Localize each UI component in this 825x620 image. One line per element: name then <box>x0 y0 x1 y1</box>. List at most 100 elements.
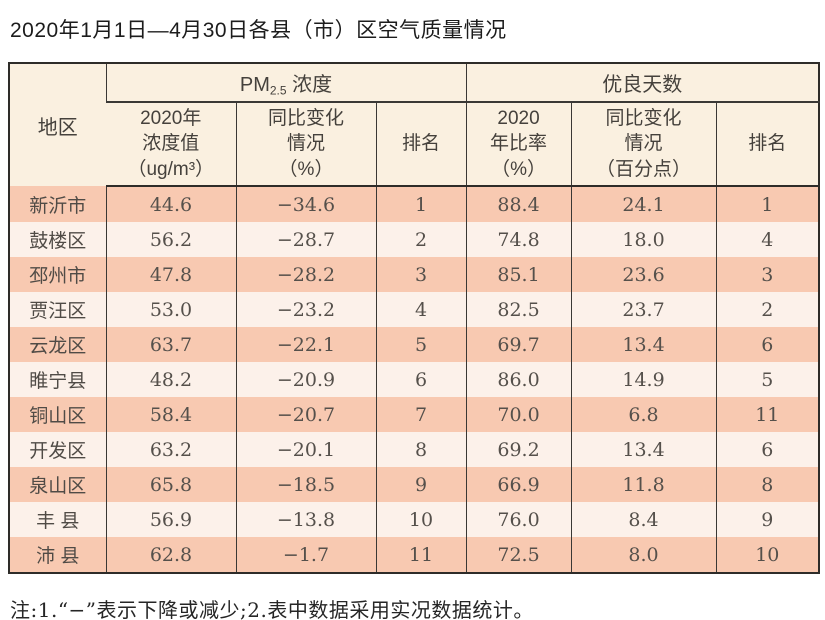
air-quality-table: 地区 PM2.5 浓度 优良天数 2020年 浓度值 （ug/m³） 同比变化 … <box>8 62 821 574</box>
header-pm25-group: PM2.5 浓度 <box>105 63 467 103</box>
pm-rank-cell: 9 <box>375 467 467 502</box>
good-rank-cell: 2 <box>715 292 820 327</box>
region-cell: 泉山区 <box>9 467 106 502</box>
pm-value-cell: 65.8 <box>105 467 236 502</box>
table-header: 地区 PM2.5 浓度 优良天数 2020年 浓度值 （ug/m³） 同比变化 … <box>9 63 820 187</box>
good-change-cell: 14.9 <box>570 362 717 397</box>
table-row: 新沂市 44.6 −34.6 1 88.4 24.1 1 <box>9 186 820 222</box>
pm-rank-cell: 10 <box>375 502 467 537</box>
pm-value-cell: 47.8 <box>105 257 236 292</box>
region-cell: 沛 县 <box>9 537 106 573</box>
good-rate-cell: 69.7 <box>465 327 572 362</box>
good-rate-cell: 86.0 <box>465 362 572 397</box>
region-cell: 贾汪区 <box>9 292 106 327</box>
region-cell: 邳州市 <box>9 257 106 292</box>
pm-value-cell: 53.0 <box>105 292 236 327</box>
good-rank-cell: 6 <box>715 432 820 467</box>
header-pm-value: 2020年 浓度值 （ug/m³） <box>106 102 236 187</box>
good-rate-cell: 70.0 <box>465 397 572 432</box>
pm-rank-cell: 2 <box>375 222 467 257</box>
pm-rank-cell: 6 <box>375 362 467 397</box>
good-rate-cell: 74.8 <box>465 222 572 257</box>
header-region: 地区 <box>9 63 106 186</box>
pm-value-cell: 62.8 <box>105 537 236 573</box>
good-rank-cell: 1 <box>715 186 820 222</box>
good-rate-cell: 72.5 <box>465 537 572 573</box>
pm-change-cell: −28.2 <box>235 257 376 292</box>
good-change-cell: 6.8 <box>570 397 717 432</box>
pm25-subscript: 2.5 <box>269 83 287 98</box>
header-pm-change: 同比变化 情况 （%） <box>235 102 376 187</box>
pm-value-cell: 48.2 <box>105 362 236 397</box>
good-rate-cell: 82.5 <box>465 292 572 327</box>
sub-header-row: 2020年 浓度值 （ug/m³） 同比变化 情况 （%） 排名 2020 年比… <box>9 102 820 187</box>
good-rate-cell: 66.9 <box>465 467 572 502</box>
pm-value-cell: 63.7 <box>105 327 236 362</box>
pm-value-cell: 58.4 <box>105 397 236 432</box>
region-cell: 云龙区 <box>9 327 106 362</box>
good-change-cell: 23.6 <box>570 257 717 292</box>
good-rate-cell: 76.0 <box>465 502 572 537</box>
good-rank-cell: 11 <box>715 397 820 432</box>
footnote: 注:1.“−”表示下降或减少;2.表中数据采用实况数据统计。 <box>10 598 534 620</box>
good-rank-cell: 3 <box>715 257 820 292</box>
header-good-change: 同比变化 情况 （百分点） <box>570 102 717 187</box>
table-row: 贾汪区 53.0 −23.2 4 82.5 23.7 2 <box>9 292 820 327</box>
pm-value-cell: 63.2 <box>105 432 236 467</box>
pm-change-cell: −20.1 <box>235 432 376 467</box>
region-cell: 鼓楼区 <box>9 222 106 257</box>
pm-change-cell: −22.1 <box>235 327 376 362</box>
pm-rank-cell: 3 <box>375 257 467 292</box>
pm-rank-cell: 5 <box>375 327 467 362</box>
pm-rank-cell: 1 <box>375 186 467 222</box>
pm-rank-cell: 11 <box>375 537 467 573</box>
table-row: 鼓楼区 56.2 −28.7 2 74.8 18.0 4 <box>9 222 820 257</box>
header-good-days-group: 优良天数 <box>465 63 820 103</box>
good-rank-cell: 10 <box>715 537 820 573</box>
region-cell: 睢宁县 <box>9 362 106 397</box>
header-good-rate: 2020 年比率 （%） <box>465 102 572 187</box>
table-row: 睢宁县 48.2 −20.9 6 86.0 14.9 5 <box>9 362 820 397</box>
good-change-cell: 13.4 <box>570 432 717 467</box>
good-change-cell: 23.7 <box>570 292 717 327</box>
table-row: 邳州市 47.8 −28.2 3 85.1 23.6 3 <box>9 257 820 292</box>
header-good-rank: 排名 <box>715 102 820 187</box>
pm-change-cell: −20.7 <box>235 397 376 432</box>
region-cell: 丰 县 <box>9 502 106 537</box>
header-pm-rank: 排名 <box>375 102 467 187</box>
pm-value-cell: 56.2 <box>105 222 236 257</box>
pm25-suffix: 浓度 <box>286 73 333 96</box>
good-change-cell: 18.0 <box>570 222 717 257</box>
pm-change-cell: −20.9 <box>235 362 376 397</box>
region-cell: 新沂市 <box>9 186 106 222</box>
good-rank-cell: 4 <box>715 222 820 257</box>
good-change-cell: 24.1 <box>570 186 717 222</box>
pm-value-cell: 56.9 <box>105 502 236 537</box>
pm-rank-cell: 8 <box>375 432 467 467</box>
table-row: 沛 县 62.8 −1.7 11 72.5 8.0 10 <box>9 537 820 573</box>
table-body: 新沂市 44.6 −34.6 1 88.4 24.1 1 鼓楼区 56.2 −2… <box>9 186 820 573</box>
table-row: 铜山区 58.4 −20.7 7 70.0 6.8 11 <box>9 397 820 432</box>
good-change-cell: 8.4 <box>570 502 717 537</box>
pm-change-cell: −18.5 <box>235 467 376 502</box>
pm-change-cell: −1.7 <box>235 537 376 573</box>
table-row: 云龙区 63.7 −22.1 5 69.7 13.4 6 <box>9 327 820 362</box>
good-change-cell: 8.0 <box>570 537 717 573</box>
pm25-prefix: PM <box>239 73 270 96</box>
group-header-row: 地区 PM2.5 浓度 优良天数 <box>9 63 820 186</box>
pm-change-cell: −23.2 <box>235 292 376 327</box>
pm-rank-cell: 4 <box>375 292 467 327</box>
pm-change-cell: −34.6 <box>235 186 376 222</box>
pm-change-cell: −13.8 <box>235 502 376 537</box>
good-rate-cell: 69.2 <box>465 432 572 467</box>
region-cell: 开发区 <box>9 432 106 467</box>
pm-rank-cell: 7 <box>375 397 467 432</box>
good-rate-cell: 88.4 <box>465 186 572 222</box>
table-row: 丰 县 56.9 −13.8 10 76.0 8.4 9 <box>9 502 820 537</box>
good-rank-cell: 9 <box>715 502 820 537</box>
pm-value-cell: 44.6 <box>105 186 236 222</box>
good-rate-cell: 85.1 <box>465 257 572 292</box>
pm-change-cell: −28.7 <box>235 222 376 257</box>
good-rank-cell: 5 <box>715 362 820 397</box>
